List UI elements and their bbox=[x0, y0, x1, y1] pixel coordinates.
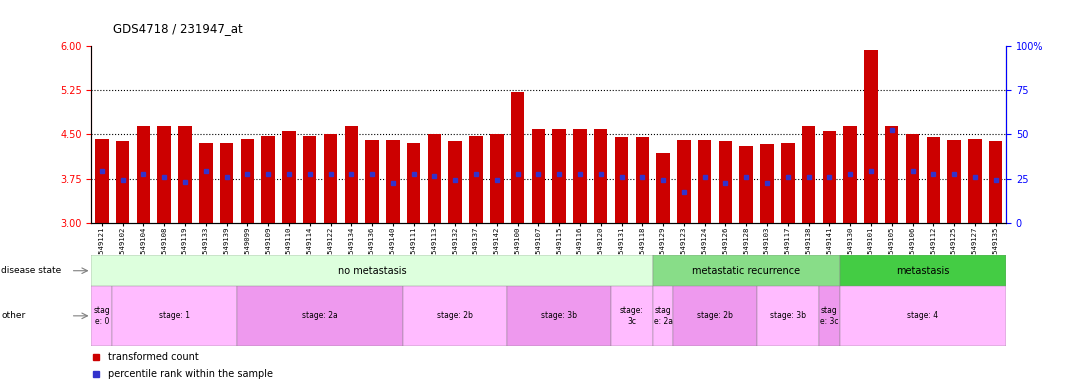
FancyBboxPatch shape bbox=[237, 286, 404, 346]
Bar bbox=[490, 134, 504, 223]
Text: stage: 2b: stage: 2b bbox=[437, 311, 473, 320]
Bar bbox=[719, 141, 732, 223]
Bar bbox=[594, 129, 608, 223]
FancyBboxPatch shape bbox=[112, 286, 237, 346]
Bar bbox=[781, 143, 794, 223]
Text: stage:
3c: stage: 3c bbox=[620, 306, 643, 326]
Text: stag
e: 3c: stag e: 3c bbox=[820, 306, 838, 326]
Bar bbox=[386, 140, 399, 223]
Text: disease state: disease state bbox=[1, 266, 61, 275]
Bar bbox=[636, 137, 649, 223]
Bar bbox=[947, 140, 961, 223]
FancyBboxPatch shape bbox=[839, 286, 1006, 346]
Text: stag
e: 0: stag e: 0 bbox=[94, 306, 110, 326]
Bar bbox=[157, 126, 171, 223]
Bar bbox=[261, 136, 274, 223]
Bar bbox=[926, 137, 940, 223]
FancyBboxPatch shape bbox=[653, 286, 674, 346]
Text: GDS4718 / 231947_at: GDS4718 / 231947_at bbox=[113, 22, 243, 35]
Text: stage: 3b: stage: 3b bbox=[541, 311, 577, 320]
Bar bbox=[449, 141, 462, 223]
Bar bbox=[532, 129, 546, 223]
Bar bbox=[656, 153, 670, 223]
FancyBboxPatch shape bbox=[507, 286, 611, 346]
Bar bbox=[989, 141, 1003, 223]
Bar bbox=[179, 126, 192, 223]
Bar bbox=[344, 126, 358, 223]
Bar bbox=[303, 136, 316, 223]
Text: stag
e: 2a: stag e: 2a bbox=[653, 306, 672, 326]
Text: other: other bbox=[1, 311, 26, 320]
Bar bbox=[95, 139, 109, 223]
Bar bbox=[761, 144, 774, 223]
Bar bbox=[407, 143, 421, 223]
FancyBboxPatch shape bbox=[611, 286, 653, 346]
Bar bbox=[511, 92, 524, 223]
Bar bbox=[739, 146, 753, 223]
FancyBboxPatch shape bbox=[404, 286, 507, 346]
FancyBboxPatch shape bbox=[819, 286, 839, 346]
Bar bbox=[968, 139, 981, 223]
Bar bbox=[864, 50, 878, 223]
FancyBboxPatch shape bbox=[674, 286, 756, 346]
Bar bbox=[427, 134, 441, 223]
Text: stage: 2a: stage: 2a bbox=[302, 311, 338, 320]
FancyBboxPatch shape bbox=[756, 286, 819, 346]
Text: stage: 1: stage: 1 bbox=[159, 311, 190, 320]
Bar bbox=[282, 131, 296, 223]
FancyBboxPatch shape bbox=[91, 286, 112, 346]
Text: percentile rank within the sample: percentile rank within the sample bbox=[108, 369, 273, 379]
Text: metastasis: metastasis bbox=[896, 266, 950, 276]
Bar bbox=[574, 129, 586, 223]
Bar bbox=[116, 141, 129, 223]
Text: no metastasis: no metastasis bbox=[338, 266, 407, 276]
FancyBboxPatch shape bbox=[839, 255, 1006, 286]
Bar bbox=[698, 140, 711, 223]
Bar bbox=[884, 126, 898, 223]
Bar bbox=[823, 131, 836, 223]
Text: transformed count: transformed count bbox=[108, 352, 199, 362]
Bar bbox=[241, 139, 254, 223]
Text: stage: 2b: stage: 2b bbox=[697, 311, 733, 320]
Bar bbox=[324, 134, 337, 223]
Bar bbox=[220, 143, 233, 223]
Text: stage: 4: stage: 4 bbox=[907, 311, 938, 320]
Text: metastatic recurrence: metastatic recurrence bbox=[692, 266, 801, 276]
Bar bbox=[469, 136, 483, 223]
Bar bbox=[366, 140, 379, 223]
FancyBboxPatch shape bbox=[91, 255, 653, 286]
Text: stage: 3b: stage: 3b bbox=[769, 311, 806, 320]
Bar bbox=[802, 126, 816, 223]
Bar bbox=[199, 143, 213, 223]
FancyBboxPatch shape bbox=[653, 255, 839, 286]
Bar bbox=[614, 137, 628, 223]
Bar bbox=[844, 126, 856, 223]
Bar bbox=[552, 129, 566, 223]
Bar bbox=[137, 126, 151, 223]
Bar bbox=[906, 134, 919, 223]
Bar bbox=[677, 140, 691, 223]
